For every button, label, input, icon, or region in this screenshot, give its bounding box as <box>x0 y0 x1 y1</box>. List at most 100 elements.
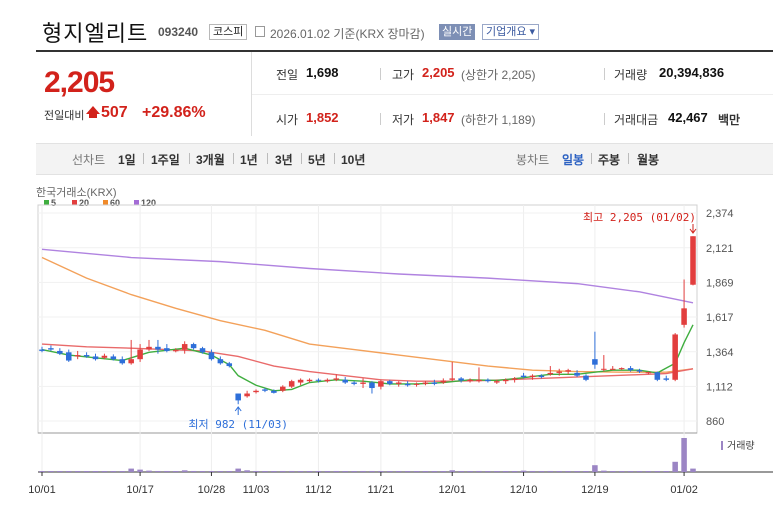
volume-bar <box>547 470 554 472</box>
low-annotation: 최저 982 (11/03) <box>188 418 288 431</box>
volume-bar <box>627 471 634 472</box>
candle-body <box>217 359 224 364</box>
candle-body <box>601 368 607 370</box>
volume-bar <box>422 471 429 472</box>
candle-body <box>39 349 45 351</box>
x-tick-label: 10/28 <box>198 484 226 496</box>
candle-body <box>404 383 411 386</box>
x-tick-label: 10/01 <box>28 484 56 496</box>
candle-body <box>618 368 625 370</box>
volume-label: 거래량 <box>727 440 755 452</box>
candle-body <box>485 379 491 382</box>
toolbar-separator <box>233 153 234 164</box>
volume-bar <box>681 438 687 472</box>
candle-body <box>529 375 536 378</box>
candle-body <box>690 236 696 285</box>
candle-body <box>262 389 268 391</box>
volume-bar <box>618 471 625 472</box>
high-arrow-head <box>689 228 697 234</box>
volume-bar <box>654 471 661 472</box>
candle-body <box>663 378 670 380</box>
candle-body <box>57 350 63 354</box>
volume-bar <box>57 471 63 472</box>
volume-bar <box>146 470 152 472</box>
volume-bar <box>271 471 277 472</box>
stock-code: 093240 <box>158 25 199 39</box>
toolbar-separator <box>267 153 268 164</box>
period-3m[interactable]: 3개월 <box>196 153 225 167</box>
volume-bar <box>574 471 580 472</box>
volume-bar <box>110 471 117 472</box>
candle-body <box>74 355 81 357</box>
volume-bar <box>262 471 268 472</box>
candle-chart-tab[interactable]: 봉차트 <box>516 153 550 167</box>
candle-body <box>360 382 366 384</box>
stat-separator <box>380 68 381 80</box>
volume-bar <box>217 471 224 472</box>
x-tick-label: 10/17 <box>126 484 154 496</box>
open-label: 시가 <box>276 113 299 127</box>
candle-body <box>458 378 464 381</box>
candle-body <box>244 393 250 397</box>
period-5y[interactable]: 5년 <box>308 153 326 167</box>
y-tick-label: 2,374 <box>706 208 734 220</box>
x-tick-label: 11/03 <box>243 484 270 496</box>
candle-body <box>324 379 331 382</box>
x-tick-label: 11/21 <box>368 484 395 496</box>
candle-body <box>511 378 518 380</box>
candle-body <box>387 381 393 384</box>
candle-weekly[interactable]: 주봉 <box>598 153 621 167</box>
volume-label: 거래량 <box>614 68 648 82</box>
calendar-icon <box>255 26 265 37</box>
volume-bar <box>155 470 161 472</box>
candle-body <box>208 352 215 360</box>
prev-close-value: 1,698 <box>306 65 339 80</box>
candle-body <box>609 368 616 370</box>
candle-body <box>164 348 170 351</box>
volume-bar <box>636 471 643 472</box>
toolbar-separator <box>334 153 335 164</box>
candle-monthly[interactable]: 월봉 <box>637 153 660 167</box>
candle-body <box>48 348 54 350</box>
high-value: 2,205 <box>422 65 455 80</box>
candle-body <box>181 344 188 350</box>
volume-bar <box>485 471 491 472</box>
volume-bar <box>83 471 90 472</box>
amount-unit: 백만 <box>718 113 741 127</box>
volume-bar <box>208 471 215 472</box>
candle-body <box>297 379 304 383</box>
period-1d[interactable]: 1일 <box>118 153 136 167</box>
period-1y[interactable]: 1년 <box>240 153 258 167</box>
candle-body <box>199 348 206 353</box>
stat-separator <box>604 68 605 80</box>
period-1w[interactable]: 1주일 <box>151 153 180 167</box>
company-overview-dropdown[interactable]: 기업개요 ▾ <box>482 24 540 40</box>
candle-daily[interactable]: 일봉 <box>562 153 585 167</box>
period-3y[interactable]: 3년 <box>275 153 293 167</box>
change-label: 전일대비 <box>44 110 85 122</box>
volume-bar <box>235 468 241 472</box>
volume-bar <box>101 471 108 472</box>
candle-body <box>547 372 554 375</box>
upper-limit-arrow-icon <box>86 106 100 114</box>
stock-name: 형지엘리트 <box>42 21 149 46</box>
volume-bar <box>502 471 509 472</box>
legend-ma20: 20 <box>72 198 89 208</box>
volume-bar <box>181 470 188 472</box>
stats-divider <box>252 94 773 95</box>
candle-body <box>351 382 357 384</box>
toolbar-separator <box>143 153 144 164</box>
line-chart-tab[interactable]: 선차트 <box>72 153 106 167</box>
volume-bar <box>431 471 438 472</box>
volume-bar <box>511 471 518 472</box>
volume-bar <box>128 468 134 472</box>
y-tick-label: 2,121 <box>706 243 734 255</box>
candle-body <box>565 370 571 372</box>
volume-bar <box>601 470 607 472</box>
volume-bar <box>592 465 598 472</box>
period-10y[interactable]: 10년 <box>341 153 366 167</box>
realtime-button[interactable]: 실시간 <box>439 24 476 40</box>
legend-ma5: 5 <box>44 198 56 208</box>
y-tick-label: 860 <box>706 416 724 428</box>
volume-bar <box>387 471 393 472</box>
